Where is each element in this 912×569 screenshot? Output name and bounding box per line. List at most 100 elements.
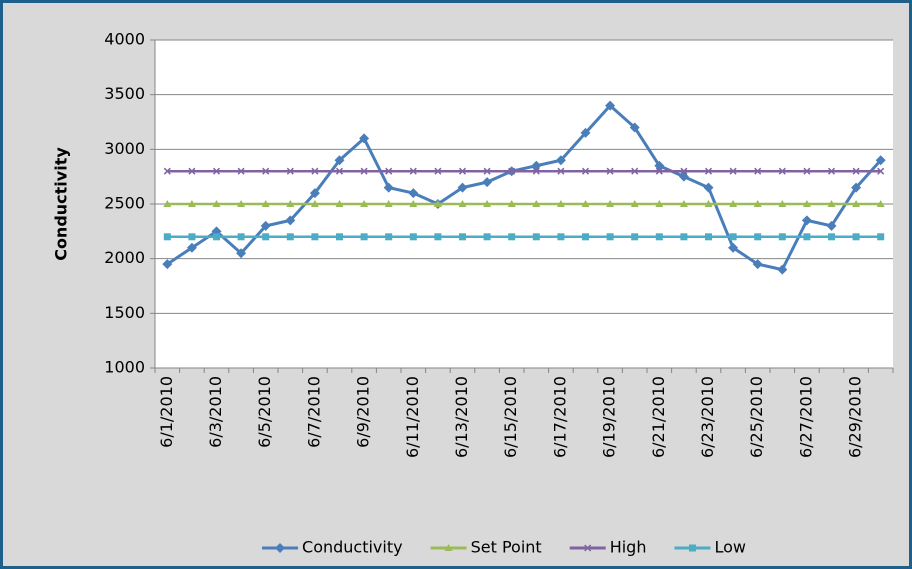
data-point [213, 233, 220, 241]
legend-label: Conductivity [302, 538, 403, 557]
data-point [260, 220, 271, 231]
x-tick-label: 6/23/2010 [698, 376, 717, 458]
x-tick-label: 6/9/2010 [354, 376, 373, 448]
y-tick-label: 3500 [104, 84, 145, 103]
data-point [629, 122, 640, 133]
data-point [162, 259, 173, 270]
data-point [655, 167, 663, 175]
data-point [728, 242, 739, 253]
data-point [729, 167, 737, 175]
data-point [876, 200, 885, 207]
legend-marker [444, 544, 453, 551]
x-tick-label: 6/15/2010 [501, 376, 520, 458]
data-point [163, 167, 171, 175]
data-point [508, 233, 516, 241]
data-point [212, 167, 221, 175]
data-point [383, 182, 394, 193]
x-tick-label: 6/17/2010 [550, 376, 569, 458]
data-point [852, 233, 860, 241]
data-point [605, 100, 616, 111]
x-tick-label: 6/29/2010 [846, 376, 865, 458]
data-point [311, 167, 319, 175]
y-axis-label: Conductivity [52, 147, 71, 261]
data-point [311, 233, 319, 241]
x-tick-label: 6/25/2010 [747, 376, 766, 458]
legend-label: High [610, 538, 647, 557]
data-point [557, 233, 565, 241]
data-point [483, 167, 491, 175]
data-point [827, 200, 836, 207]
data-point [631, 167, 639, 175]
data-point [359, 133, 370, 144]
legend-label: Set Point [471, 538, 542, 557]
data-point [802, 200, 811, 207]
data-point [286, 233, 294, 241]
data-point [434, 233, 442, 241]
data-point [877, 167, 885, 175]
x-tick-label: 6/1/2010 [157, 376, 176, 448]
data-point [360, 233, 368, 241]
data-point [336, 233, 343, 241]
legend: Conductivity Set Point High Low [262, 538, 746, 557]
data-point [754, 233, 762, 241]
data-point [655, 200, 664, 207]
legend-marker [584, 544, 592, 552]
data-point [753, 200, 762, 207]
legend-label: Low [714, 538, 746, 557]
data-point [705, 233, 712, 241]
data-point [778, 233, 786, 241]
data-point [532, 167, 540, 175]
data-point [704, 200, 713, 207]
data-point [434, 167, 442, 175]
legend-marker [688, 544, 696, 552]
data-point [778, 200, 787, 207]
data-point [459, 233, 466, 241]
data-point [680, 167, 688, 175]
data-point [631, 233, 639, 241]
data-point [262, 167, 270, 175]
data-point [826, 220, 837, 231]
data-point [655, 233, 663, 241]
y-tick-label: 1000 [104, 358, 145, 377]
data-point [409, 167, 417, 175]
data-point [483, 233, 491, 241]
data-point [729, 233, 737, 241]
x-tick-label: 6/19/2010 [600, 376, 619, 458]
data-point [630, 200, 639, 207]
data-point [309, 188, 320, 199]
data-point [457, 182, 468, 193]
data-point [360, 167, 368, 175]
data-point [507, 200, 516, 207]
data-point [581, 167, 590, 175]
data-point [754, 167, 762, 175]
data-point [875, 155, 886, 166]
legend-marker [275, 543, 286, 553]
data-point [458, 167, 467, 175]
data-point [777, 264, 788, 275]
data-point [557, 167, 565, 175]
data-point [556, 200, 565, 207]
series-line [166, 104, 882, 272]
x-tick-label: 6/21/2010 [649, 376, 668, 458]
data-point [433, 200, 442, 207]
data-point [827, 167, 836, 175]
data-point [752, 259, 763, 270]
x-tick-label: 6/7/2010 [304, 376, 323, 448]
data-point [334, 155, 345, 166]
data-point [212, 200, 221, 207]
data-point [703, 182, 714, 193]
y-tick-label: 4000 [104, 30, 145, 49]
x-tick-label: 6/3/2010 [206, 376, 225, 448]
data-point [286, 200, 295, 207]
data-point [409, 233, 417, 241]
data-point [163, 233, 171, 241]
data-point [483, 200, 492, 207]
data-point [704, 167, 713, 175]
data-point [580, 127, 591, 138]
data-point [335, 200, 344, 207]
x-tick-label: 6/13/2010 [452, 376, 471, 458]
data-point [852, 200, 861, 207]
data-point [532, 233, 540, 241]
data-point [385, 167, 393, 175]
